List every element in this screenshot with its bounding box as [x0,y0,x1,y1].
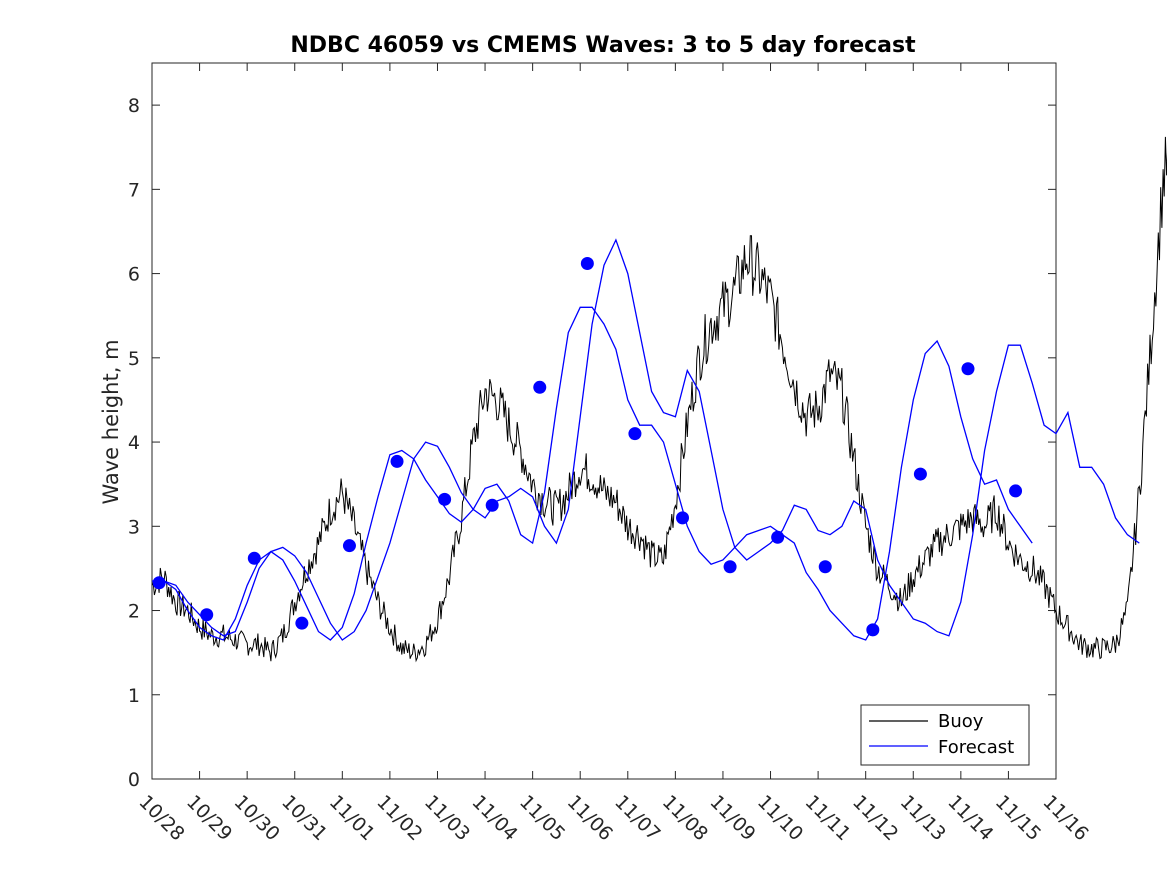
y-tick-label: 8 [128,95,140,117]
x-tick-label: 11/05 [515,791,569,845]
forecast-daily-marker [723,560,737,574]
forecast-daily-marker [580,256,594,270]
x-tick-label: 11/01 [325,791,379,845]
y-tick-label: 5 [128,348,140,370]
forecast-daily-marker [818,560,832,574]
y-tick-label: 6 [128,264,140,286]
legend-box [860,704,1030,766]
forecast-daily-marker [1009,484,1023,498]
y-tick-label: 3 [128,516,140,538]
buoy-series-line [151,136,1167,663]
forecast-daily-marker [247,551,261,565]
y-tick-label: 1 [128,685,140,707]
plot-frame [151,62,1057,780]
forecast-daily-marker [533,380,547,394]
forecast-daily-marker [152,576,166,590]
legend-forecast-label: Forecast [938,737,1014,758]
x-tick-label: 10/29 [182,791,236,845]
x-tick-label: 10/28 [134,791,188,845]
forecast-alt-series-line [163,306,1033,641]
legend-buoy-label: Buoy [938,711,984,732]
y-tick-label: 7 [128,179,140,201]
forecast-daily-marker [628,427,642,441]
forecast-daily-marker [200,608,214,622]
x-tick-label: 11/09 [705,791,759,845]
forecast-daily-marker [295,616,309,630]
y-tick-label: 4 [128,432,140,454]
forecast-daily-marker [390,454,404,468]
x-tick-label: 10/30 [230,791,284,845]
y-tick-label: 2 [128,601,140,623]
forecast-daily-marker [676,511,690,525]
x-tick-label: 11/03 [420,791,474,845]
x-tick-label: 11/08 [658,791,712,845]
chart-title: NDBC 46059 vs CMEMS Waves: 3 to 5 day fo… [290,33,916,58]
forecast-daily-marker [485,498,499,512]
x-tick-label: 11/07 [610,791,664,845]
x-tick-label: 11/12 [848,791,902,845]
forecast-daily-marker [342,539,356,553]
y-axis-label: Wave height, m [99,339,123,504]
x-tick-label: 11/14 [943,791,997,845]
legend: Buoy Forecast [860,704,1030,766]
x-tick-label: 11/15 [991,791,1045,845]
forecast-daily-marker [913,467,927,481]
x-tick-label: 11/13 [896,791,950,845]
forecast-series-line [152,238,1140,641]
x-tick-label: 11/04 [468,791,522,845]
x-tick-label: 11/06 [563,791,617,845]
forecast-daily-marker [866,623,880,637]
x-tick-label: 10/31 [277,791,331,845]
x-tick-label: 11/10 [753,791,807,845]
x-tick-label: 11/11 [801,791,855,845]
y-tick-label: 0 [128,769,140,791]
forecast-daily-marker [961,362,975,376]
forecast-daily-marker [771,530,785,544]
x-tick-label: 11/16 [1038,791,1092,845]
x-tick-label: 11/02 [372,791,426,845]
forecast-daily-marker [438,492,452,506]
